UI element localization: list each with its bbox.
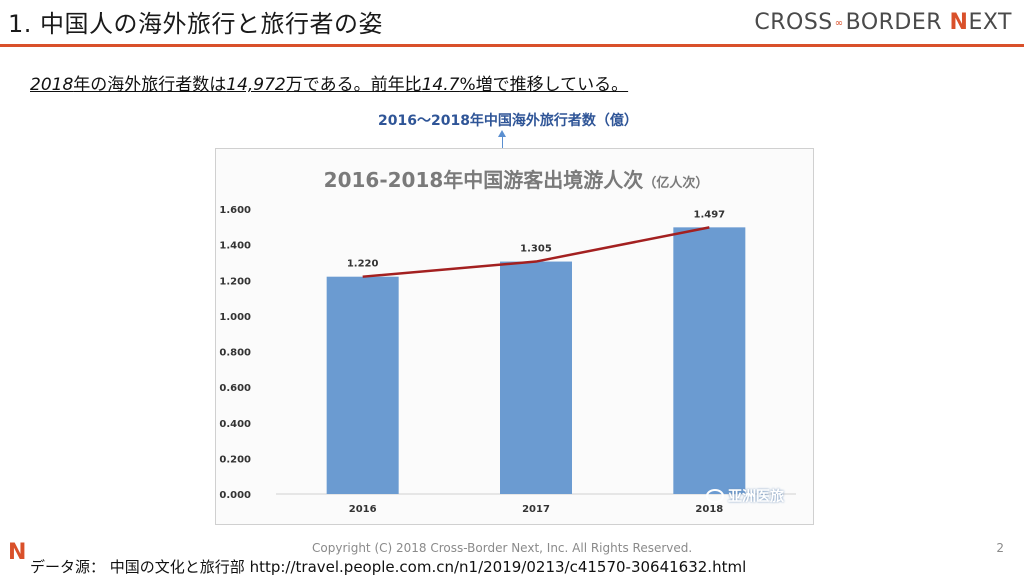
chart-callout: 2016〜2018年中国海外旅行者数（億）	[378, 113, 638, 129]
y-tick-label: 1.400	[219, 241, 251, 252]
y-tick-label: 0.000	[219, 490, 251, 501]
data-labels: 1.220 1.305 1.497	[347, 209, 725, 269]
callout-arrow-head	[498, 130, 506, 137]
summary-statement: 2018年の海外旅行者数は14,972万である。前年比14.7%増で推移している…	[30, 70, 628, 95]
bar	[673, 227, 746, 495]
data-label: 1.220	[347, 259, 379, 270]
brand-ext: EXT	[968, 10, 1012, 35]
title-divider	[0, 44, 1024, 47]
data-label: 1.305	[520, 244, 552, 255]
data-source: データ源： 中国の文化と旅行部 http://travel.people.com…	[30, 556, 746, 577]
brand-separator: ∞	[834, 17, 844, 29]
y-tick-label: 1.600	[219, 205, 251, 216]
bar	[326, 276, 399, 494]
wechat-watermark: 亚洲医旅	[706, 486, 784, 506]
summary-text-2: 万である。前年比	[285, 75, 422, 95]
summary-text-1: 年の海外旅行者数は	[73, 75, 227, 95]
callout-arrow-line	[502, 134, 503, 148]
bar-chart: 2016-2018年中国游客出境游人次（亿人次） 0.000 0.200 0.400…	[219, 168, 796, 515]
source-url[interactable]: http://travel.people.com.cn/n1/2019/0213…	[249, 558, 747, 576]
brand-cross: CROSS	[754, 10, 833, 35]
x-axis: 2016 2017 2018	[349, 504, 724, 515]
y-tick-label: 1.000	[219, 312, 251, 323]
summary-year: 2018	[30, 75, 74, 95]
watermark-text: 亚洲医旅	[728, 489, 784, 505]
brand-border: BORDER	[845, 10, 950, 35]
brand-n: N	[949, 10, 969, 35]
slide-title: 1. 中国人の海外旅行と旅行者の姿	[8, 10, 384, 38]
data-label: 1.497	[694, 209, 726, 220]
y-tick-label: 0.600	[219, 383, 251, 394]
y-tick-label: 0.800	[219, 348, 251, 359]
copyright: Copyright (C) 2018 Cross-Border Next, In…	[312, 541, 693, 555]
chart-title-main: 2016-2018年中国游客出境游人次	[324, 168, 644, 192]
x-tick-label: 2017	[522, 504, 550, 515]
summary-rate: 14.7	[421, 75, 460, 95]
summary-text-3: %増で推移している。	[459, 75, 629, 95]
footer-logo: N	[8, 540, 27, 565]
chart-title-unit: （亿人次）	[643, 175, 708, 191]
trend-line	[362, 226, 710, 278]
bars	[326, 227, 746, 495]
page-number: 2	[996, 541, 1004, 555]
x-tick-label: 2018	[695, 504, 723, 515]
bar	[500, 261, 572, 494]
wechat-icon	[706, 489, 724, 503]
y-tick-label: 0.200	[219, 454, 251, 465]
summary-count: 14,972	[226, 75, 286, 95]
x-tick-label: 2016	[349, 504, 377, 515]
y-tick-label: 0.400	[219, 419, 251, 430]
chart-title: 2016-2018年中国游客出境游人次（亿人次）	[324, 168, 709, 192]
brand-logo: CROSS ∞BORDER NEXT	[754, 10, 1012, 35]
source-label: データ源： 中国の文化と旅行部	[30, 558, 245, 576]
chart-frame: 2016-2018年中国游客出境游人次（亿人次） 0.000 0.200 0.400…	[215, 148, 814, 525]
y-tick-label: 1.200	[219, 276, 251, 287]
